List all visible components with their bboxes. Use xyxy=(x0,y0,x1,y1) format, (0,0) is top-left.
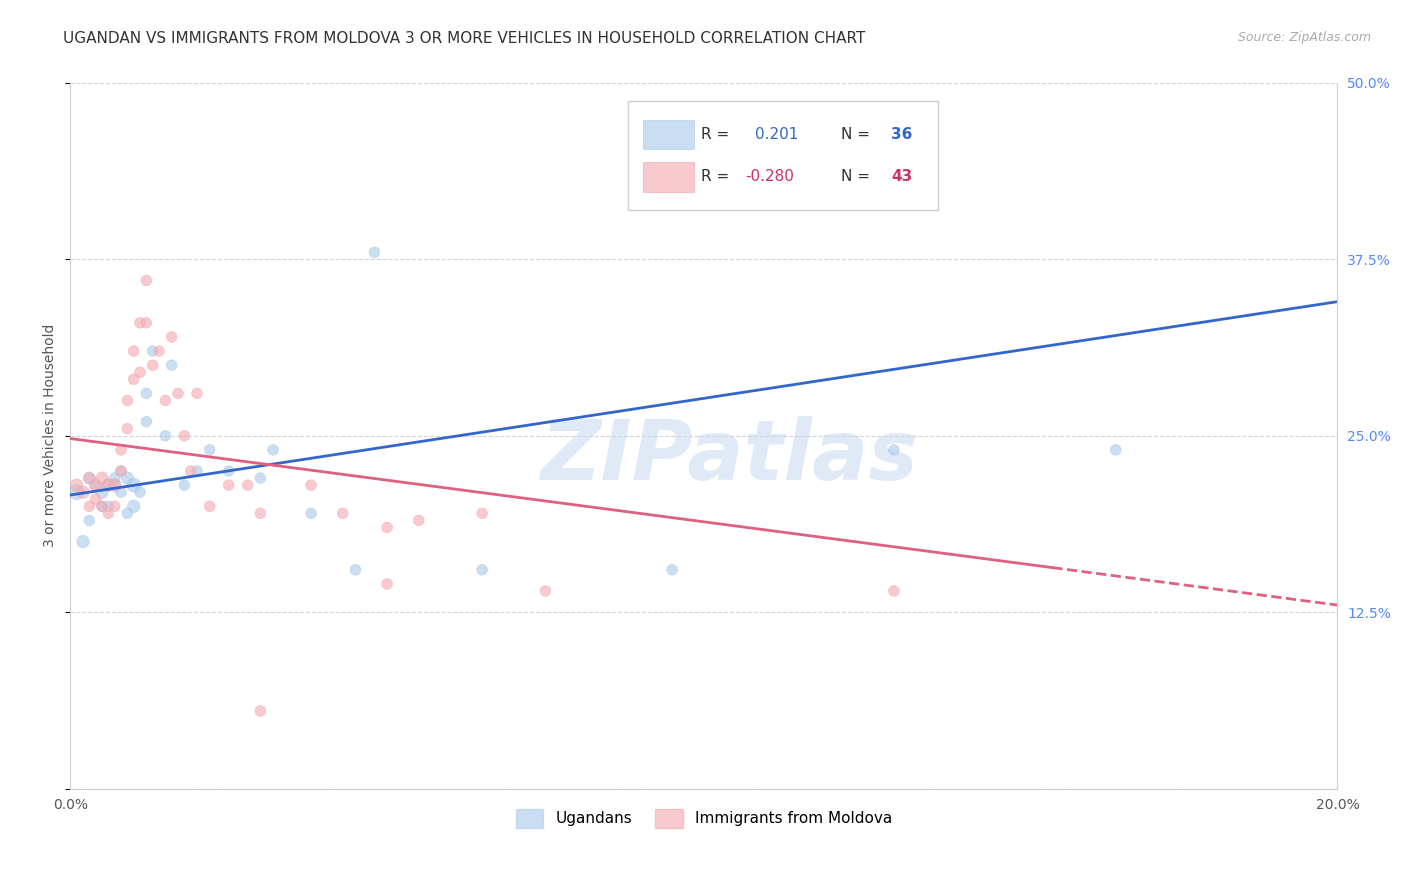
Point xyxy=(129,365,152,379)
Point xyxy=(84,478,107,492)
Point xyxy=(91,500,114,514)
Point xyxy=(375,520,398,534)
Point xyxy=(122,344,145,359)
Point xyxy=(135,386,157,401)
Point xyxy=(173,478,195,492)
Point xyxy=(160,358,183,372)
Point xyxy=(198,442,221,457)
Point xyxy=(79,471,101,485)
Point xyxy=(299,507,322,521)
Point xyxy=(249,507,271,521)
Point xyxy=(122,372,145,386)
Point xyxy=(160,330,183,344)
Point xyxy=(117,393,139,408)
Point xyxy=(363,245,385,260)
Point xyxy=(79,513,101,527)
Legend: Ugandans, Immigrants from Moldova: Ugandans, Immigrants from Moldova xyxy=(509,803,898,834)
Point xyxy=(1105,442,1128,457)
Point xyxy=(97,507,120,521)
Point xyxy=(186,386,208,401)
Point xyxy=(110,464,132,478)
Point xyxy=(135,316,157,330)
Point xyxy=(129,316,152,330)
Point xyxy=(72,534,94,549)
Point xyxy=(122,500,145,514)
Point xyxy=(148,344,170,359)
Point xyxy=(142,358,165,372)
Text: 0.201: 0.201 xyxy=(755,127,799,142)
Point xyxy=(471,507,494,521)
Bar xyxy=(643,162,693,192)
Point xyxy=(72,485,94,500)
Point xyxy=(97,478,120,492)
Point xyxy=(155,428,177,442)
Point xyxy=(117,507,139,521)
Text: R =: R = xyxy=(702,169,730,185)
Point xyxy=(91,485,114,500)
Point xyxy=(262,442,284,457)
Text: R =: R = xyxy=(702,127,730,142)
Point xyxy=(173,428,195,442)
Point xyxy=(180,464,202,478)
Point xyxy=(66,478,89,492)
Point xyxy=(218,478,240,492)
Point xyxy=(104,478,127,492)
Point xyxy=(408,513,430,527)
Point xyxy=(375,577,398,591)
Text: N =: N = xyxy=(841,169,870,185)
Point xyxy=(84,478,107,492)
FancyBboxPatch shape xyxy=(628,101,938,210)
Point xyxy=(122,478,145,492)
Text: ZIPatlas: ZIPatlas xyxy=(540,417,918,498)
Point xyxy=(135,415,157,429)
Text: 36: 36 xyxy=(891,127,912,142)
Point xyxy=(129,485,152,500)
Point xyxy=(332,507,354,521)
Point xyxy=(79,500,101,514)
Point xyxy=(117,422,139,436)
Point xyxy=(91,471,114,485)
Text: 43: 43 xyxy=(891,169,912,185)
Point xyxy=(142,344,165,359)
Point xyxy=(198,500,221,514)
Point xyxy=(110,485,132,500)
Text: N =: N = xyxy=(841,127,870,142)
Bar xyxy=(643,120,693,149)
Point xyxy=(249,471,271,485)
Point xyxy=(104,500,127,514)
Point xyxy=(218,464,240,478)
Point xyxy=(155,393,177,408)
Text: -0.280: -0.280 xyxy=(745,169,794,185)
Point xyxy=(66,485,89,500)
Y-axis label: 3 or more Vehicles in Household: 3 or more Vehicles in Household xyxy=(44,324,58,548)
Point xyxy=(344,563,367,577)
Point xyxy=(236,478,259,492)
Point xyxy=(91,500,114,514)
Point xyxy=(249,704,271,718)
Point xyxy=(104,471,127,485)
Point xyxy=(110,442,132,457)
Point xyxy=(299,478,322,492)
Text: UGANDAN VS IMMIGRANTS FROM MOLDOVA 3 OR MORE VEHICLES IN HOUSEHOLD CORRELATION C: UGANDAN VS IMMIGRANTS FROM MOLDOVA 3 OR … xyxy=(63,31,866,46)
Point xyxy=(534,584,557,599)
Point xyxy=(79,471,101,485)
Point xyxy=(135,273,157,287)
Point xyxy=(471,563,494,577)
Point xyxy=(84,492,107,507)
Point xyxy=(186,464,208,478)
Point xyxy=(883,584,905,599)
Point xyxy=(97,500,120,514)
Point xyxy=(104,478,127,492)
Point xyxy=(661,563,683,577)
Text: Source: ZipAtlas.com: Source: ZipAtlas.com xyxy=(1237,31,1371,45)
Point xyxy=(97,478,120,492)
Point xyxy=(117,471,139,485)
Point xyxy=(110,464,132,478)
Point xyxy=(883,442,905,457)
Point xyxy=(167,386,190,401)
